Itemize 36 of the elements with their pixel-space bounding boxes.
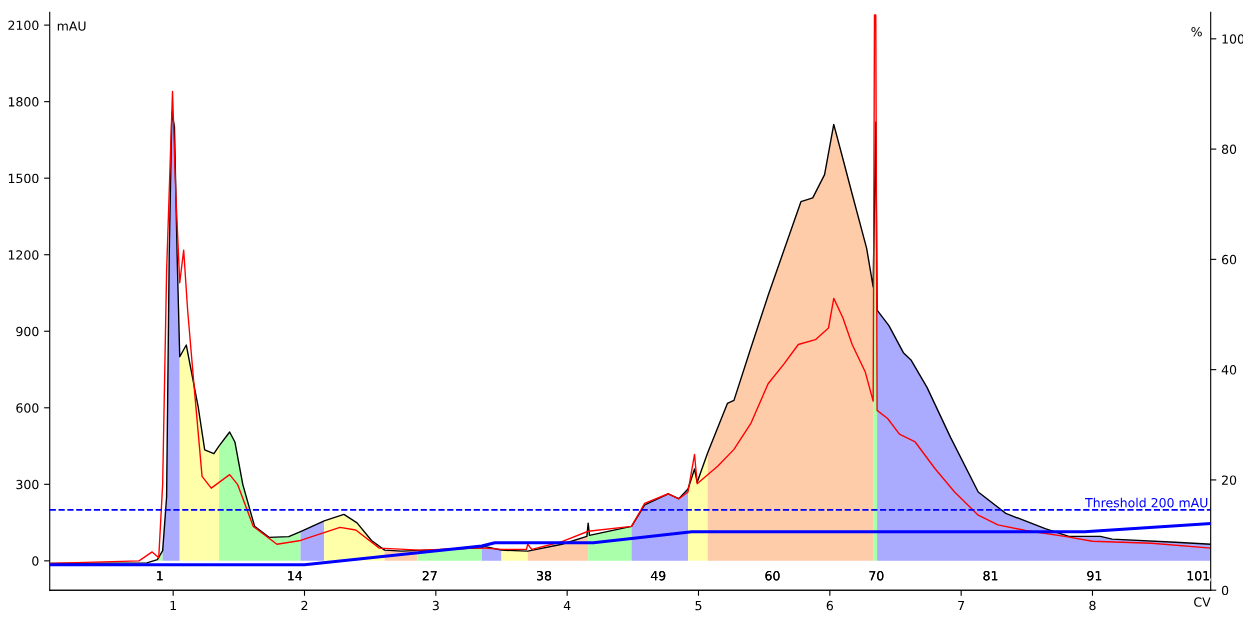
y2-tick-label: 40 (1221, 365, 1237, 375)
y-tick-label: 600 (16, 403, 39, 413)
x2-tick-label: 60 (765, 570, 780, 581)
y2-tick-label: 60 (1221, 254, 1237, 265)
x-tick-label: 4 (563, 600, 571, 611)
y2-tick-label: 20 (1222, 475, 1237, 485)
x2-tick-label: 1 (157, 571, 163, 581)
x-tick-label: 2 (301, 600, 308, 611)
x-tick-label: 6 (826, 600, 834, 611)
y2-axis-title: % (1191, 27, 1202, 37)
x-tick-label: 3 (432, 600, 439, 611)
x-tick-label: 5 (695, 600, 702, 611)
y-tick-label: 900 (16, 326, 39, 337)
line-series (49, 521, 1211, 567)
y-tick-label: 2100 (8, 20, 39, 31)
x-tick-label: 8 (1089, 600, 1096, 611)
x2-tick-label: 70 (869, 570, 884, 581)
y-tick-label: 0 (32, 556, 39, 566)
x-tick-label: 1 (170, 600, 176, 611)
y-axis-title: mAU (57, 21, 86, 31)
x2-tick-label: 38 (537, 570, 552, 581)
x-tick-label: 7 (958, 600, 965, 611)
x2-tick-label: 27 (422, 570, 437, 581)
x2-tick-label: 101 (1187, 570, 1209, 581)
y2-tick-label: 80 (1221, 144, 1237, 155)
ref-line-label: Threshold 200 mAU (1085, 497, 1208, 508)
y-tick-label: 1200 (8, 250, 39, 260)
x2-tick-label: 49 (650, 570, 666, 581)
x2-tick-label: 91 (1087, 570, 1102, 581)
x-axis-title: CV (1194, 597, 1211, 607)
x2-tick-label: 81 (983, 570, 998, 581)
y-tick-label: 300 (16, 479, 39, 490)
y-tick-label: 1800 (8, 97, 39, 107)
y-tick-label: 1500 (8, 173, 39, 184)
y2-tick-label: 0 (1221, 585, 1229, 596)
x2-tick-label: 14 (288, 571, 303, 581)
